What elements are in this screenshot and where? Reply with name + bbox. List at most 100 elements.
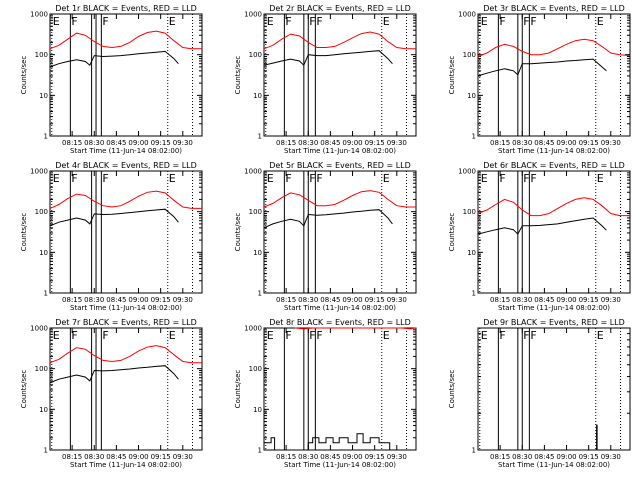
y-axis-label: Counts/sec: [234, 213, 242, 252]
x-axis-label: Start Time (11-Jun-14 08:02:00): [70, 304, 182, 312]
x-axis-label: Start Time (11-Jun-14 08:02:00): [70, 461, 182, 469]
x-tick-label: 08:30: [298, 296, 318, 304]
y-tick-label: 1: [44, 447, 48, 455]
x-axis-label: Start Time (11-Jun-14 08:02:00): [498, 147, 610, 155]
event-marker-label: E: [169, 172, 176, 185]
plot-frame: [49, 170, 203, 294]
y-tick-label: 10: [39, 92, 48, 100]
x-tick-label: 09:30: [601, 453, 621, 461]
x-tick-label: 09:00: [556, 296, 576, 304]
x-tick-label: 08:30: [298, 139, 318, 147]
event-marker-label: E: [169, 329, 176, 342]
y-tick-label: 1000: [458, 168, 476, 176]
x-tick-label: 09:30: [387, 139, 407, 147]
y-tick-label: 10: [253, 249, 262, 257]
plot-frame: [263, 13, 417, 137]
panel-1: Det 1r BLACK = Events, RED = LLD 1 10 100 10…: [20, 4, 203, 155]
y-axis-label: Counts/sec: [20, 56, 28, 95]
y-tick-label: 10: [467, 249, 476, 257]
x-tick-label: 09:00: [128, 296, 148, 304]
x-tick-label: 09:15: [579, 453, 599, 461]
plot-frame: [477, 13, 631, 137]
x-tick-label: 09:15: [365, 453, 385, 461]
event-marker-label: E: [53, 172, 60, 185]
chart-title: Det 8r BLACK = Events, RED = LLD: [269, 318, 411, 327]
x-axis-label: Start Time (11-Jun-14 08:02:00): [284, 461, 396, 469]
x-axis-label: Start Time (11-Jun-14 08:02:00): [70, 147, 182, 155]
x-tick-label: 08:30: [512, 296, 532, 304]
x-tick-label: 09:15: [151, 296, 171, 304]
event-marker-label: E: [53, 329, 60, 342]
event-marker-label: E: [597, 172, 604, 185]
x-tick-label: 09:30: [173, 296, 193, 304]
y-tick-label: 1000: [30, 11, 48, 19]
y-tick-label: 1: [44, 290, 48, 298]
lld-series-line: [49, 190, 202, 209]
panel-5: Det 5r BLACK = Events, RED = LLD 1 10 100 10…: [234, 161, 417, 312]
x-tick-label: 08:45: [106, 139, 126, 147]
event-marker-label: F: [102, 15, 108, 28]
x-tick-label: 08:15: [490, 453, 510, 461]
event-marker-label: E: [169, 15, 176, 28]
x-axis-label: Start Time (11-Jun-14 08:02:00): [284, 304, 396, 312]
chart-title: Det 6r BLACK = Events, RED = LLD: [483, 161, 625, 170]
y-tick-label: 10: [253, 92, 262, 100]
x-tick-label: 08:30: [84, 296, 104, 304]
y-tick-label: 1000: [458, 11, 476, 19]
event-marker-label: F: [71, 15, 77, 28]
x-tick-label: 08:45: [320, 453, 340, 461]
plot-frame: [49, 13, 203, 137]
plot-frame: [263, 170, 417, 294]
x-tick-label: 09:00: [128, 139, 148, 147]
plot-frame: [49, 327, 203, 451]
event-marker-label: F: [316, 172, 322, 185]
lld-series-line: [477, 197, 630, 217]
event-marker-label: E: [383, 15, 390, 28]
x-axis-label: Start Time (11-Jun-14 08:02:00): [498, 461, 610, 469]
x-tick-label: 09:30: [173, 139, 193, 147]
x-tick-label: 08:30: [298, 453, 318, 461]
x-tick-label: 08:15: [490, 139, 510, 147]
y-tick-label: 1: [258, 447, 262, 455]
y-tick-label: 1000: [30, 325, 48, 333]
chart-title: Det 7r BLACK = Events, RED = LLD: [55, 318, 197, 327]
y-tick-label: 100: [35, 208, 48, 216]
lld-series-line: [477, 38, 631, 57]
event-marker-label: F: [523, 329, 529, 342]
chart-title: Det 2r BLACK = Events, RED = LLD: [269, 4, 411, 13]
event-marker-label: E: [597, 329, 604, 342]
event-marker-label: F: [530, 15, 536, 28]
lld-series-line: [263, 31, 416, 50]
events-series-line: [263, 50, 393, 67]
x-tick-label: 08:45: [534, 139, 554, 147]
chart-title: Det 5r BLACK = Events, RED = LLD: [269, 161, 411, 170]
y-axis-label: Counts/sec: [234, 370, 242, 409]
y-tick-label: 1000: [244, 325, 262, 333]
x-tick-label: 08:45: [106, 453, 126, 461]
x-tick-label: 08:15: [62, 139, 82, 147]
x-tick-label: 08:45: [320, 139, 340, 147]
x-tick-label: 09:30: [173, 453, 193, 461]
y-axis-label: Counts/sec: [448, 370, 456, 409]
x-tick-label: 09:00: [342, 139, 362, 147]
y-tick-label: 100: [463, 51, 476, 59]
event-marker-label: F: [316, 329, 322, 342]
event-marker-label: F: [309, 329, 315, 342]
y-tick-label: 100: [249, 208, 262, 216]
x-tick-label: 08:45: [534, 453, 554, 461]
event-marker-label: F: [285, 15, 291, 28]
x-tick-label: 08:45: [106, 296, 126, 304]
event-marker-label: F: [309, 172, 315, 185]
x-tick-label: 08:15: [276, 453, 296, 461]
event-marker-label: E: [481, 15, 488, 28]
y-tick-label: 1: [472, 290, 476, 298]
event-marker-label: E: [383, 172, 390, 185]
x-tick-label: 09:00: [342, 296, 362, 304]
x-tick-label: 08:15: [62, 453, 82, 461]
y-tick-label: 100: [35, 365, 48, 373]
x-tick-label: 08:15: [276, 296, 296, 304]
event-marker-label: F: [71, 329, 77, 342]
x-tick-label: 09:30: [601, 296, 621, 304]
chart-title: Det 9r BLACK = Events, RED = LLD: [483, 318, 625, 327]
